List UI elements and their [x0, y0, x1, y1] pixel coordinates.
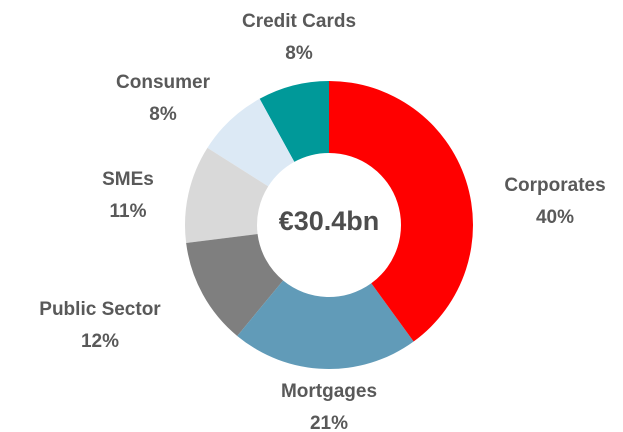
- donut-segment: [184, 147, 269, 244]
- value-label: 40%: [536, 207, 574, 228]
- donut-segment: [186, 234, 284, 336]
- category-label: Public Sector: [39, 299, 161, 320]
- category-label: Credit Cards: [242, 11, 356, 32]
- center-label: €30.4bn: [279, 206, 380, 236]
- donut-segment: [237, 280, 414, 370]
- donut-segment: [259, 81, 329, 162]
- value-label: 8%: [149, 104, 177, 125]
- value-label: 8%: [285, 43, 313, 64]
- value-label: 21%: [310, 413, 348, 432]
- value-label: 11%: [110, 201, 147, 222]
- category-label: Consumer: [116, 72, 211, 93]
- category-label: Corporates: [504, 175, 605, 196]
- donut-segment: [207, 98, 295, 187]
- value-label: 12%: [81, 331, 119, 352]
- donut-segment: [329, 81, 473, 342]
- category-label: Mortgages: [281, 381, 377, 402]
- category-label: SMEs: [102, 169, 154, 190]
